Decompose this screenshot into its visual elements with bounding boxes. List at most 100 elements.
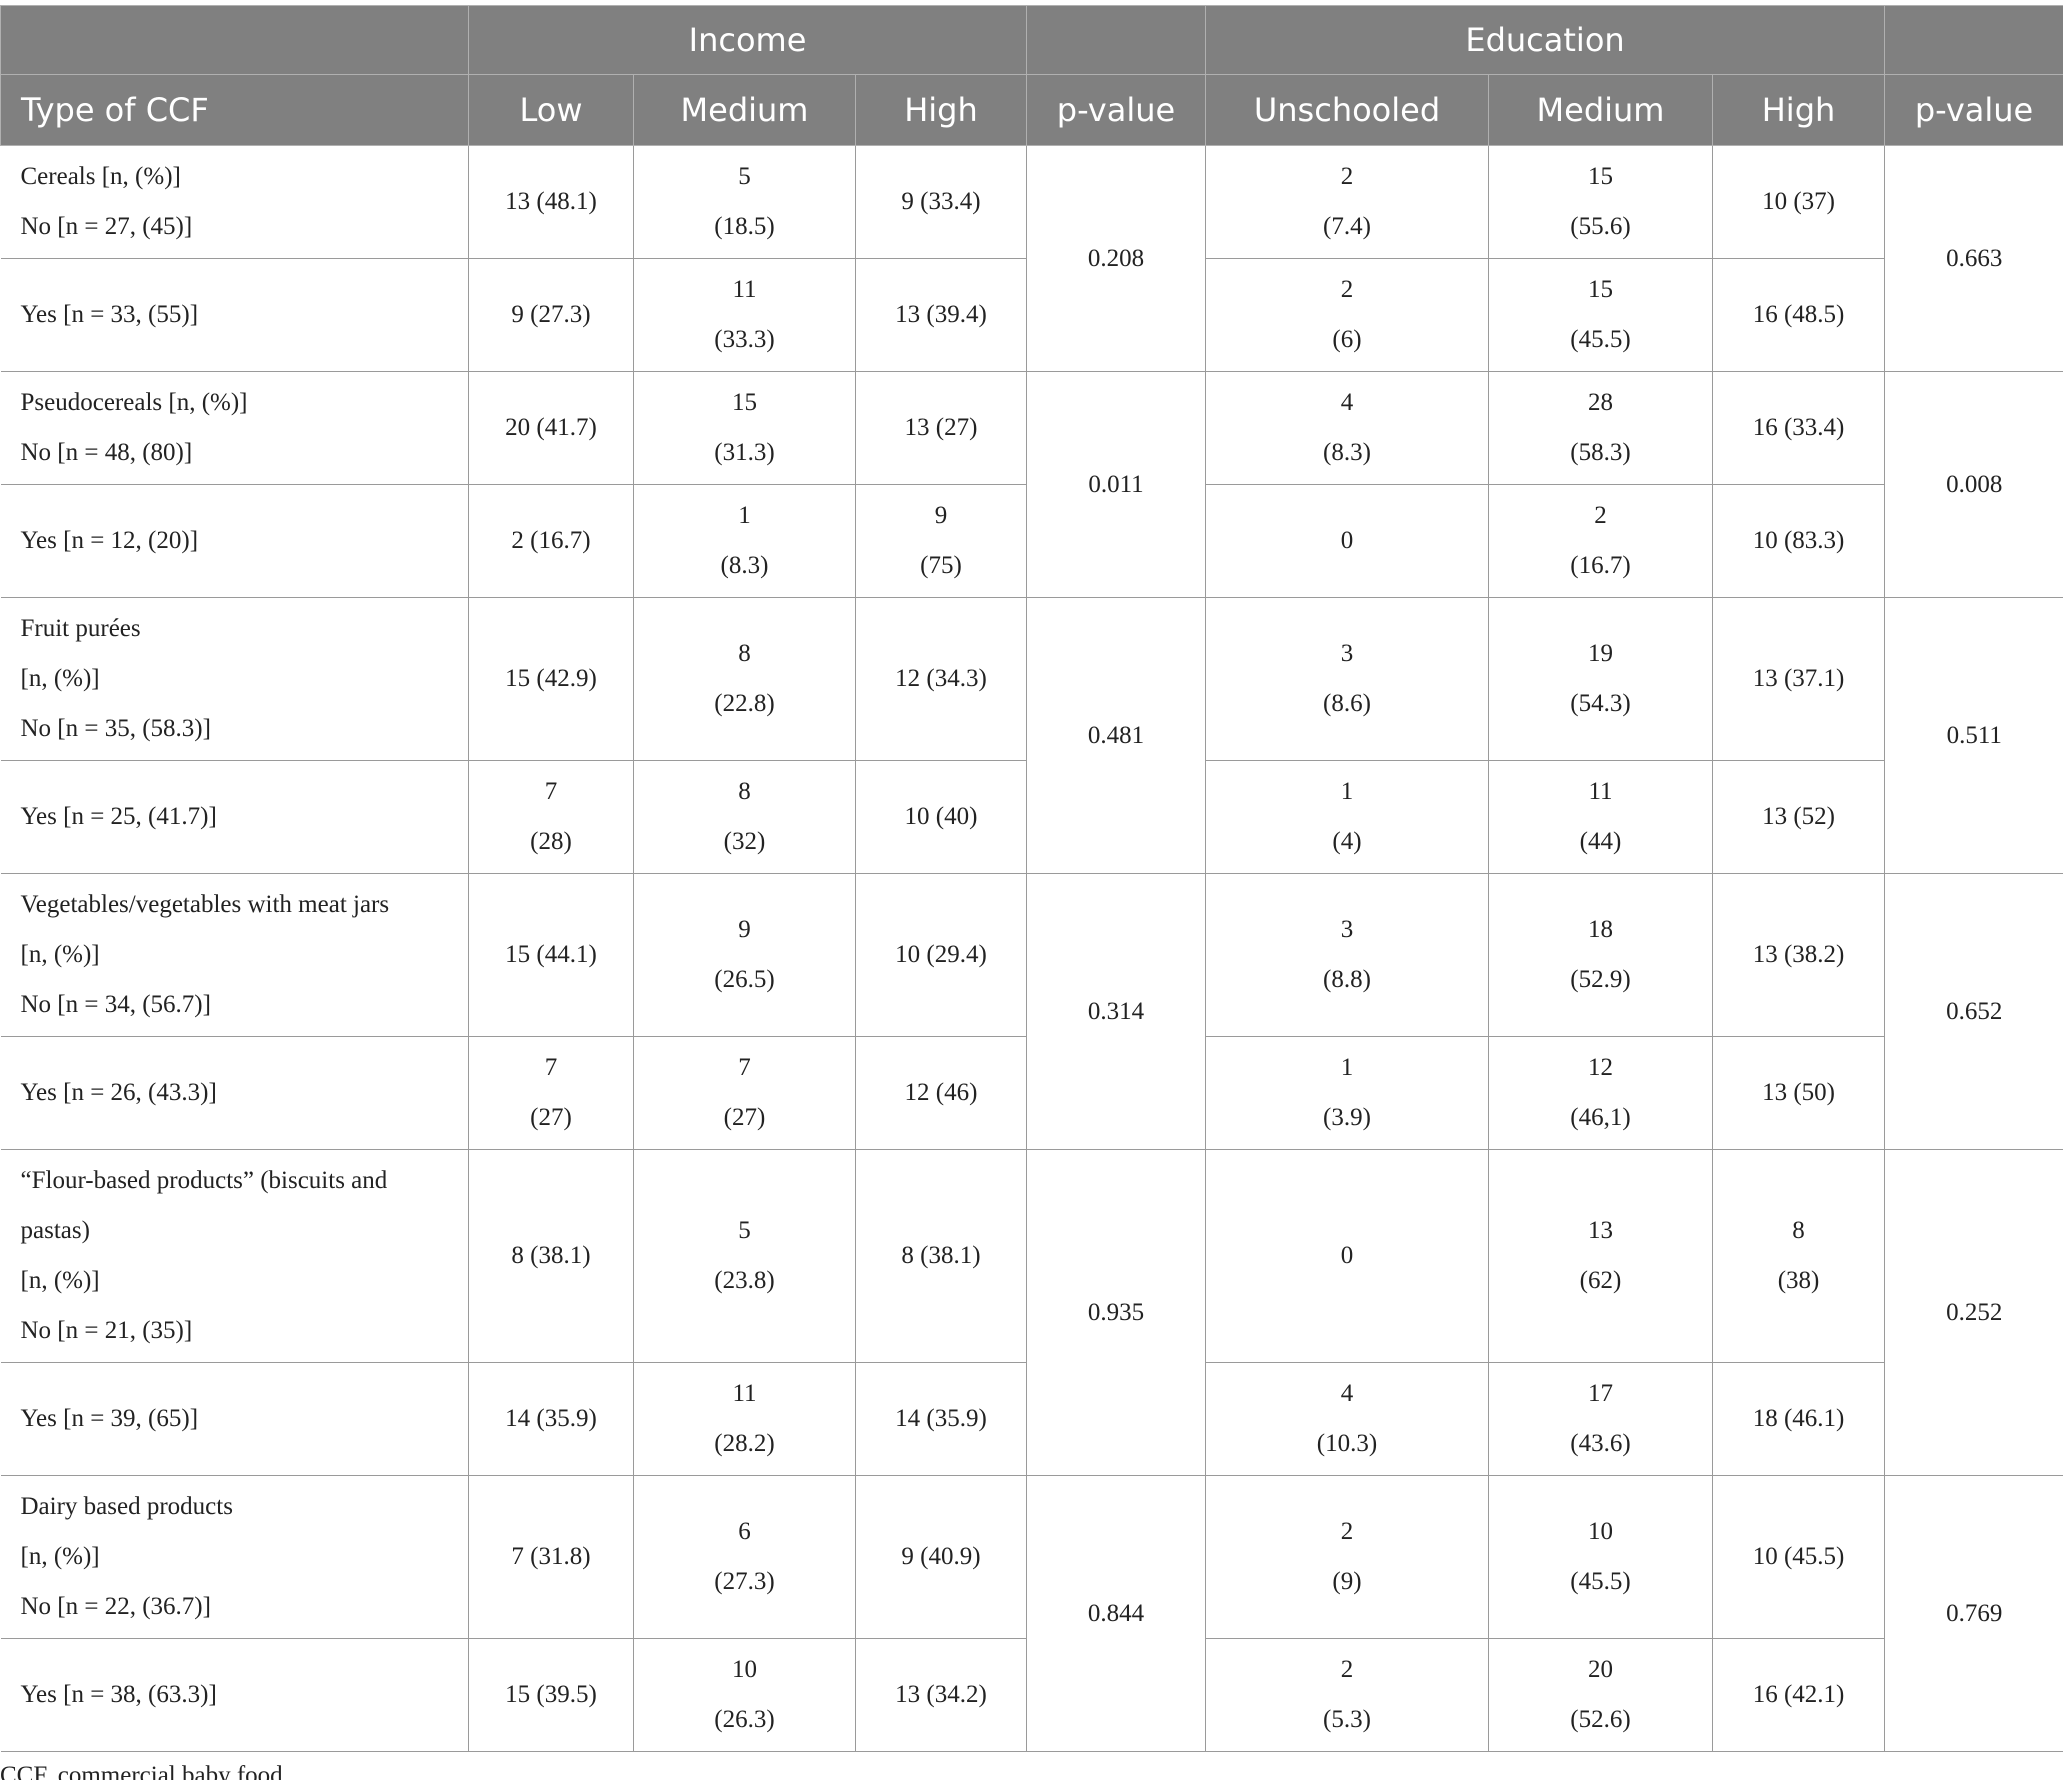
cell-line: (27) xyxy=(723,1104,766,1131)
cell-line: 16 (48.5) xyxy=(1752,301,1845,328)
data-cell: 16 (33.4) xyxy=(1711,371,1886,485)
row-label: Fruit purées [n, (%)] No [n = 35, (58.3)] xyxy=(0,597,469,761)
body-row: Cereals [n, (%)] No [n = 27, (45)] 13 (48.… xyxy=(0,145,2063,372)
data-cell: 15 (31.3) xyxy=(633,371,856,485)
group-header: Income xyxy=(468,5,1027,75)
body-row: Yes [n = 38, (63.3)] 15 (39.5) 10 (26.3) 13 … xyxy=(0,1638,2063,1752)
data-cell: 1 (8.3) xyxy=(633,484,856,598)
data-cell: 6 (27.3) xyxy=(633,1475,856,1639)
cell-line: (33.3) xyxy=(714,326,775,353)
cell-line: 9 xyxy=(934,502,948,529)
cell-line: 1 xyxy=(1340,778,1354,805)
cell-line: 10 xyxy=(1588,1518,1613,1545)
data-cell: 7 (31.8) xyxy=(468,1475,634,1639)
cell-line: 10 (29.4) xyxy=(895,941,987,968)
cell-line: 9 (27.3) xyxy=(511,301,591,328)
data-cell: 5 (23.8) xyxy=(633,1149,856,1363)
row-label: Cereals [n, (%)] No [n = 27, (45)] xyxy=(0,145,469,259)
cell-line: 19 xyxy=(1588,640,1613,667)
cell-line: Cereals [n, (%)] xyxy=(20,163,181,190)
data-cell: 13 (52) xyxy=(1711,760,1886,874)
cell-line: 7 xyxy=(544,1054,558,1081)
data-cell: 9 (40.9) xyxy=(855,1475,1027,1639)
data-cell: 15 (39.5) xyxy=(468,1638,634,1752)
cell-line: 4 xyxy=(1340,1380,1354,1407)
row-label: Yes [n = 25, (41.7)] xyxy=(0,760,469,874)
cell-line: 13 (34.2) xyxy=(895,1681,987,1708)
data-cell: 16 (42.1) xyxy=(1711,1638,1886,1752)
cell-line: (26.3) xyxy=(714,1706,775,1733)
p-value: 0.208 xyxy=(1026,145,1206,372)
data-cell: 10 (29.4) xyxy=(855,873,1027,1037)
cell-line: 17 xyxy=(1588,1380,1613,1407)
cell-line: (7.4) xyxy=(1323,213,1371,240)
cell-line: 8 xyxy=(738,640,751,667)
cell-line: “Flour-based products” (biscuits and xyxy=(20,1167,388,1194)
data-cell: 0 xyxy=(1205,484,1489,598)
data-cell: 20 (52.6) xyxy=(1488,1638,1713,1752)
cell-line: No [n = 27, (45)] xyxy=(20,213,193,240)
cell-line: 8 xyxy=(1792,1217,1805,1244)
column-header: High xyxy=(855,74,1027,146)
cell-line: 2 xyxy=(1340,1518,1354,1545)
p-value: 0.511 xyxy=(1884,597,2063,874)
data-cell: 4 (8.3) xyxy=(1205,371,1489,485)
cell-line: (18.5) xyxy=(714,213,775,240)
data-cell: 16 (48.5) xyxy=(1711,258,1886,372)
body-row: Dairy based products [n, (%)] No [n = 22, … xyxy=(0,1475,2063,1752)
cell-line: (58.3) xyxy=(1570,439,1631,466)
cell-line: 2 xyxy=(1340,276,1354,303)
footnote: CCF, commercial baby food. xyxy=(0,1762,289,1780)
data-cell: 11 (44) xyxy=(1488,760,1713,874)
cell-line: 1 xyxy=(1340,1054,1354,1081)
cell-line: (26.5) xyxy=(714,966,775,993)
cell-line: (45.5) xyxy=(1570,326,1631,353)
cell-line: 9 (33.4) xyxy=(901,188,981,215)
cell-line: 8 (38.1) xyxy=(901,1242,981,1269)
cell-line: 15 xyxy=(1588,276,1613,303)
data-cell: 0 xyxy=(1205,1149,1489,1363)
data-cell: 12 (46,1) xyxy=(1488,1036,1713,1150)
cell-line: Pseudocereals [n, (%)] xyxy=(20,389,248,416)
cell-line: 10 (37) xyxy=(1762,188,1835,215)
cell-line: (9) xyxy=(1332,1568,1362,1595)
cell-line: 2 xyxy=(1594,502,1607,529)
cell-line: 16 (33.4) xyxy=(1752,414,1845,441)
cell-line: (5.3) xyxy=(1323,1706,1371,1733)
cell-line: 13 (48.1) xyxy=(505,188,597,215)
cell-line: 6 xyxy=(738,1518,751,1545)
cell-line: pastas) xyxy=(20,1217,90,1244)
data-cell: 18 (46.1) xyxy=(1711,1362,1886,1476)
data-cell: 15 (45.5) xyxy=(1488,258,1713,372)
data-cell: 10 (45.5) xyxy=(1488,1475,1713,1639)
cell-line: 18 (46.1) xyxy=(1752,1405,1845,1432)
column-header: p-value xyxy=(1026,74,1206,146)
cell-line: (8.8) xyxy=(1323,966,1371,993)
row-label: Yes [n = 38, (63.3)] xyxy=(0,1638,469,1752)
data-cell: 8 (22.8) xyxy=(633,597,856,761)
cell-line: No [n = 35, (58.3)] xyxy=(20,715,211,742)
cell-line: (43.6) xyxy=(1570,1430,1631,1457)
data-cell: 13 (34.2) xyxy=(855,1638,1027,1752)
header-cell xyxy=(0,5,469,75)
cell-line: 28 xyxy=(1588,389,1613,416)
data-cell: 10 (45.5) xyxy=(1711,1475,1886,1639)
cell-line: 20 (41.7) xyxy=(505,414,597,441)
cell-line: [n, (%)] xyxy=(20,1543,100,1570)
cell-line: (27) xyxy=(530,1104,572,1131)
row-label: Yes [n = 26, (43.3)] xyxy=(0,1036,469,1150)
data-cell: 9 (26.5) xyxy=(633,873,856,1037)
data-cell: 4 (10.3) xyxy=(1205,1362,1489,1476)
header-cell xyxy=(1884,5,2063,75)
p-value: 0.252 xyxy=(1884,1149,2063,1476)
group-header: Education xyxy=(1204,5,1886,75)
row-label: Vegetables/vegetables with meat jars [n, … xyxy=(0,873,469,1037)
data-cell: 10 (40) xyxy=(855,760,1027,874)
cell-line: (8.6) xyxy=(1323,690,1371,717)
data-cell: 9 (75) xyxy=(855,484,1027,598)
data-cell: 14 (35.9) xyxy=(855,1362,1027,1476)
cell-line: No [n = 48, (80)] xyxy=(20,439,193,466)
data-cell: 11 (28.2) xyxy=(633,1362,856,1476)
cell-line: 4 xyxy=(1340,389,1354,416)
header-cell xyxy=(1026,5,1206,75)
